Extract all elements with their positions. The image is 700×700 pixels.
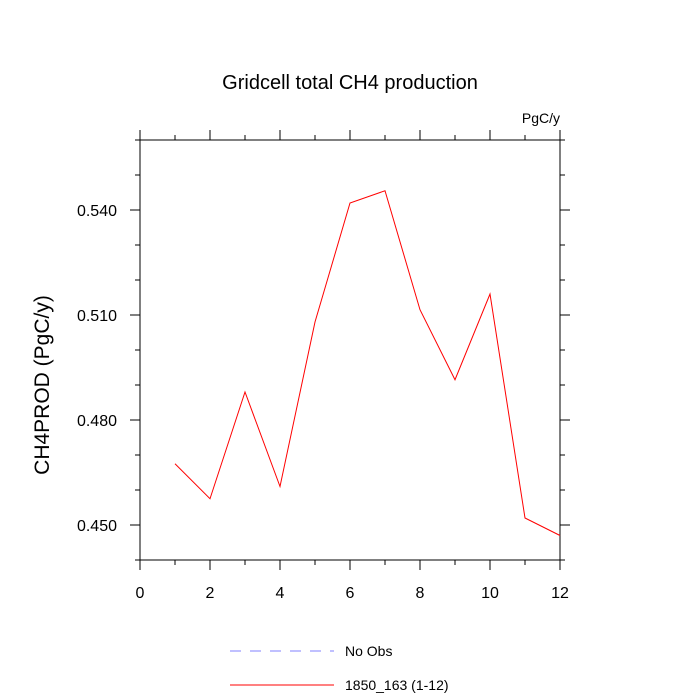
- legend-label: No Obs: [345, 643, 392, 659]
- y-tick-label: 0.540: [77, 203, 117, 220]
- units-label: PgC/y: [522, 110, 560, 126]
- y-tick-label: 0.510: [77, 308, 117, 325]
- legend: No Obs 1850_163 (1-12): [230, 643, 449, 693]
- y-tick-labels: 0.450 0.480 0.510 0.540: [77, 203, 117, 535]
- series-layer: [174, 190, 561, 536]
- y-axis-label: CH4PROD (PgC/y): [31, 295, 54, 475]
- x-tick-label: 6: [346, 585, 355, 602]
- x-tick-label: 12: [551, 585, 569, 602]
- series-line: [174, 190, 561, 536]
- legend-label: 1850_163 (1-12): [345, 677, 449, 693]
- x-tick-label: 4: [276, 585, 285, 602]
- x-tick-label: 10: [481, 585, 499, 602]
- tick-marks: [130, 130, 570, 570]
- y-tick-label: 0.450: [77, 518, 117, 535]
- x-tick-label: 0: [136, 585, 145, 602]
- x-tick-label: 2: [206, 585, 215, 602]
- y-tick-label: 0.480: [77, 413, 117, 430]
- x-tick-label: 8: [416, 585, 425, 602]
- x-tick-labels: 0 2 4 6 8 10 12: [136, 585, 569, 602]
- chart-title: Gridcell total CH4 production: [222, 72, 478, 94]
